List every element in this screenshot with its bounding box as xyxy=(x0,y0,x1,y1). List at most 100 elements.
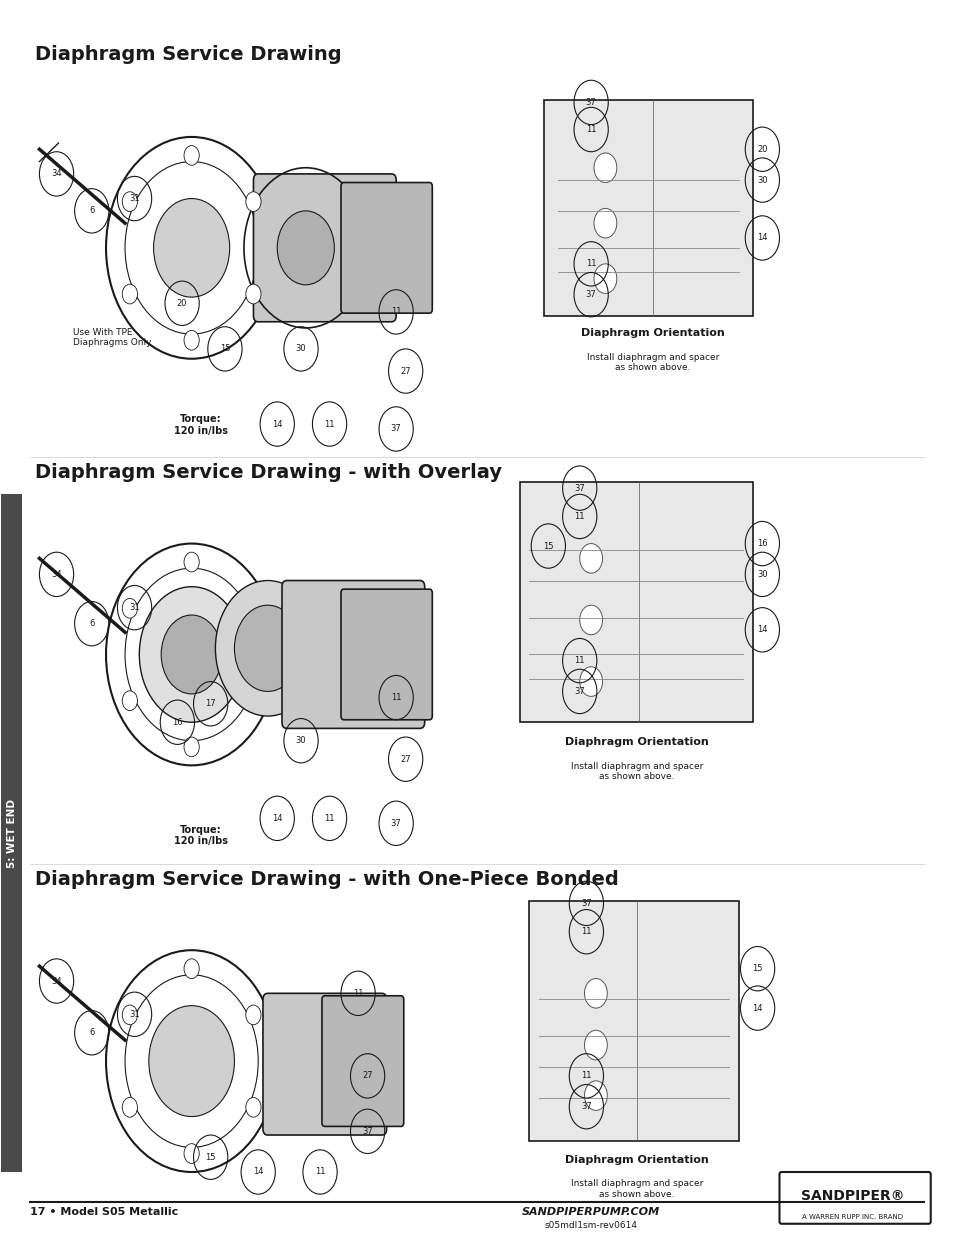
Circle shape xyxy=(122,191,137,211)
Text: 34: 34 xyxy=(51,169,62,178)
Text: 14: 14 xyxy=(253,1167,263,1177)
Circle shape xyxy=(246,284,261,304)
Text: 14: 14 xyxy=(757,233,767,242)
FancyBboxPatch shape xyxy=(263,993,386,1135)
Text: 15: 15 xyxy=(752,965,762,973)
Text: 15: 15 xyxy=(542,541,553,551)
Text: Diaphragm Service Drawing - with Overlay: Diaphragm Service Drawing - with Overlay xyxy=(34,463,501,483)
Text: 30: 30 xyxy=(295,345,306,353)
Text: A WARREN RUPP INC. BRAND: A WARREN RUPP INC. BRAND xyxy=(801,1214,902,1220)
Text: 14: 14 xyxy=(272,814,282,823)
Text: 11: 11 xyxy=(324,420,335,429)
Text: 11: 11 xyxy=(353,989,363,998)
Text: 30: 30 xyxy=(757,569,767,579)
Text: Torque:
120 in/lbs: Torque: 120 in/lbs xyxy=(174,825,228,846)
Circle shape xyxy=(153,199,230,298)
Circle shape xyxy=(139,587,244,722)
Text: SANDPIPERPUMP.COM: SANDPIPERPUMP.COM xyxy=(521,1207,659,1216)
Text: 16: 16 xyxy=(172,718,182,726)
Text: 20: 20 xyxy=(757,144,767,153)
Circle shape xyxy=(184,1144,199,1163)
Text: 30: 30 xyxy=(757,175,767,184)
Text: 37: 37 xyxy=(391,425,401,433)
Circle shape xyxy=(277,211,334,285)
Text: 11: 11 xyxy=(314,1167,325,1177)
Text: 11: 11 xyxy=(585,259,596,268)
Circle shape xyxy=(215,580,319,716)
FancyBboxPatch shape xyxy=(321,995,403,1126)
Text: 20: 20 xyxy=(176,299,187,308)
Text: 37: 37 xyxy=(585,98,596,107)
Text: Diaphragm Orientation: Diaphragm Orientation xyxy=(564,737,708,747)
Text: 6: 6 xyxy=(89,619,94,629)
Circle shape xyxy=(161,615,222,694)
Text: 11: 11 xyxy=(391,308,401,316)
Text: Use With TPE
Diaphragms Only: Use With TPE Diaphragms Only xyxy=(72,329,152,347)
Text: 31: 31 xyxy=(129,194,140,203)
FancyBboxPatch shape xyxy=(340,589,432,720)
Circle shape xyxy=(184,552,199,572)
Circle shape xyxy=(594,209,617,238)
Circle shape xyxy=(594,264,617,294)
Text: Install diaphragm and spacer
as shown above.: Install diaphragm and spacer as shown ab… xyxy=(570,762,702,781)
Text: 34: 34 xyxy=(51,977,62,986)
Circle shape xyxy=(579,605,602,635)
Text: 27: 27 xyxy=(362,1072,373,1081)
Text: 34: 34 xyxy=(51,569,62,579)
Text: 14: 14 xyxy=(752,1004,762,1013)
Text: Diaphragm Orientation: Diaphragm Orientation xyxy=(580,329,724,338)
Text: 11: 11 xyxy=(574,656,584,666)
FancyBboxPatch shape xyxy=(1,494,22,1172)
Text: Diaphragm Service Drawing - with One-Piece Bonded: Diaphragm Service Drawing - with One-Pie… xyxy=(34,871,618,889)
Text: 14: 14 xyxy=(757,625,767,635)
Text: 11: 11 xyxy=(580,927,591,936)
Circle shape xyxy=(246,1005,261,1025)
Circle shape xyxy=(234,605,301,692)
Circle shape xyxy=(184,146,199,165)
Text: 27: 27 xyxy=(400,755,411,763)
Circle shape xyxy=(579,543,602,573)
Circle shape xyxy=(594,153,617,183)
FancyBboxPatch shape xyxy=(529,900,738,1141)
Circle shape xyxy=(184,958,199,978)
Circle shape xyxy=(579,667,602,697)
Text: 17 • Model S05 Metallic: 17 • Model S05 Metallic xyxy=(30,1207,178,1216)
Text: Diaphragm Service Drawing: Diaphragm Service Drawing xyxy=(34,44,341,63)
Text: 31: 31 xyxy=(129,1010,140,1019)
Circle shape xyxy=(149,1005,234,1116)
Circle shape xyxy=(122,284,137,304)
Text: 37: 37 xyxy=(574,687,584,697)
Circle shape xyxy=(122,1005,137,1025)
Text: 27: 27 xyxy=(400,367,411,375)
Circle shape xyxy=(184,331,199,350)
Circle shape xyxy=(246,1098,261,1118)
Text: 11: 11 xyxy=(391,693,401,701)
Text: s05mdl1sm-rev0614: s05mdl1sm-rev0614 xyxy=(544,1221,637,1230)
Text: 11: 11 xyxy=(585,125,596,135)
Circle shape xyxy=(122,599,137,618)
FancyBboxPatch shape xyxy=(282,580,424,729)
Circle shape xyxy=(246,690,261,710)
Text: 16: 16 xyxy=(757,538,767,548)
Text: 37: 37 xyxy=(362,1126,373,1136)
Text: 37: 37 xyxy=(580,899,591,908)
FancyBboxPatch shape xyxy=(519,482,752,722)
Text: 15: 15 xyxy=(205,1152,215,1162)
Circle shape xyxy=(584,1081,607,1110)
Text: 6: 6 xyxy=(89,206,94,215)
Text: 5: WET END: 5: WET END xyxy=(7,799,17,868)
Text: 6: 6 xyxy=(89,1029,94,1037)
Text: 37: 37 xyxy=(585,290,596,299)
Text: SANDPIPER®: SANDPIPER® xyxy=(801,1189,903,1203)
Circle shape xyxy=(122,1098,137,1118)
Text: 11: 11 xyxy=(324,814,335,823)
Circle shape xyxy=(122,690,137,710)
Text: 14: 14 xyxy=(272,420,282,429)
Text: Diaphragm Orientation: Diaphragm Orientation xyxy=(564,1155,708,1165)
Circle shape xyxy=(584,1030,607,1060)
Circle shape xyxy=(246,191,261,211)
FancyBboxPatch shape xyxy=(779,1172,930,1224)
Text: 37: 37 xyxy=(574,484,584,493)
Text: Torque:
120 in/lbs: Torque: 120 in/lbs xyxy=(174,414,228,436)
Text: 11: 11 xyxy=(580,1072,591,1081)
